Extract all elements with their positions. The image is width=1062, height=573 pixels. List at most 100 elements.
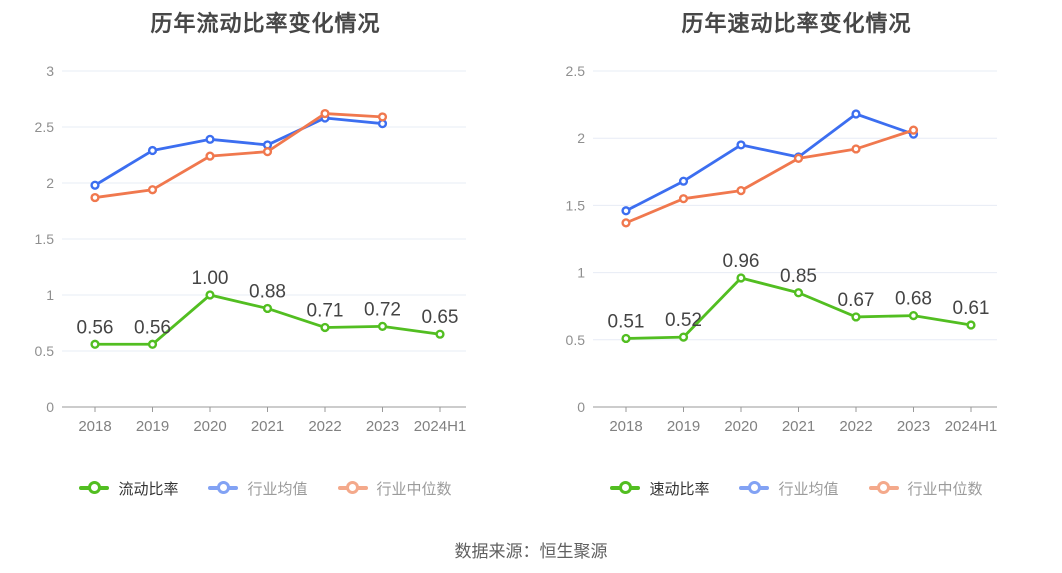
x-axis-tick-label: 2020 xyxy=(193,418,226,435)
value-label: 1.00 xyxy=(192,268,229,289)
legend-line-marker-icon xyxy=(610,481,641,495)
value-label: 0.68 xyxy=(895,289,932,310)
data-point[interactable] xyxy=(678,332,689,342)
value-label: 0.72 xyxy=(364,299,401,320)
legend-label: 行业中位数 xyxy=(907,480,983,498)
y-axis-tick-label: 1 xyxy=(46,287,54,303)
data-point[interactable] xyxy=(678,176,689,186)
value-label: 0.52 xyxy=(665,310,702,331)
y-axis-tick-label: 1 xyxy=(577,265,585,281)
data-point[interactable] xyxy=(262,147,273,157)
data-point[interactable] xyxy=(147,339,158,349)
y-axis-tick-label: 1.5 xyxy=(566,197,586,213)
data-point[interactable] xyxy=(90,192,100,203)
series-line xyxy=(93,116,384,187)
x-axis-tick-label: 2022 xyxy=(308,418,341,435)
legend-item[interactable]: 行业中位数 xyxy=(868,478,983,499)
data-point[interactable] xyxy=(147,185,158,195)
legend-label: 速动比率 xyxy=(649,480,710,498)
x-axis-tick-label: 2023 xyxy=(366,418,399,435)
value-label: 0.85 xyxy=(780,266,817,287)
value-label: 0.88 xyxy=(249,281,286,302)
data-point[interactable] xyxy=(851,312,861,322)
y-axis-tick-label: 2 xyxy=(577,130,585,146)
legend-line-marker-icon xyxy=(337,481,368,495)
value-label: 0.61 xyxy=(953,298,990,319)
y-axis-tick-label: 0 xyxy=(46,399,54,415)
value-label: 0.56 xyxy=(77,317,114,338)
current-ratio-chart-canvas: 0 0.5 1 1.5 2 2.5 3 2018 2019 2020 2021 2022 2023 202… xyxy=(35,63,467,435)
x-axis-tick-label: 2021 xyxy=(782,418,815,435)
legend-item[interactable]: 行业中位数 xyxy=(337,478,452,499)
legend-label: 行业均值 xyxy=(778,480,839,498)
y-axis-tick-label: 0.5 xyxy=(35,343,55,359)
value-label: 0.96 xyxy=(723,251,760,272)
data-point[interactable] xyxy=(736,186,746,196)
value-label: 0.67 xyxy=(838,290,875,311)
legend-line-marker-icon xyxy=(79,481,110,495)
series-line xyxy=(624,112,915,213)
data-point[interactable] xyxy=(793,288,804,298)
data-point[interactable] xyxy=(621,333,631,344)
legend-item[interactable]: 行业均值 xyxy=(208,478,308,499)
data-point[interactable] xyxy=(262,303,273,314)
data-point[interactable] xyxy=(435,329,445,339)
legend-line-marker-icon xyxy=(739,481,770,495)
legend-label: 流动比率 xyxy=(118,480,179,498)
data-point[interactable] xyxy=(678,194,689,204)
x-axis-tick-label: 2019 xyxy=(667,418,700,435)
y-axis-tick-label: 1.5 xyxy=(35,231,55,247)
data-point[interactable] xyxy=(851,144,861,154)
chart-card-quick-ratio: 历年速动比率变化情况 0 0.5 1 1.5 2 2.5 2018 2019 2020 2021 2… xyxy=(531,0,1062,520)
legend-item[interactable]: 行业均值 xyxy=(739,478,839,499)
data-point[interactable] xyxy=(621,218,631,228)
data-point[interactable] xyxy=(147,145,158,156)
data-point[interactable] xyxy=(377,112,388,122)
y-axis-tick-label: 0 xyxy=(577,399,585,415)
value-label: 0.71 xyxy=(307,300,344,321)
data-point[interactable] xyxy=(320,322,330,333)
series-line xyxy=(624,128,915,225)
x-axis-tick-label: 2024H1 xyxy=(945,418,998,435)
data-point[interactable] xyxy=(851,109,861,119)
chart-title: 历年速动比率变化情况 xyxy=(681,11,912,36)
data-point[interactable] xyxy=(205,134,215,144)
data-point[interactable] xyxy=(908,125,919,135)
data-point[interactable] xyxy=(736,273,746,283)
legend-line-marker-icon xyxy=(208,481,239,495)
data-point[interactable] xyxy=(736,140,746,150)
data-source-note: 数据来源：恒生聚源 xyxy=(454,542,608,561)
data-point[interactable] xyxy=(908,311,919,321)
x-axis-tick-label: 2023 xyxy=(897,418,930,435)
y-axis-tick-label: 2 xyxy=(46,175,54,191)
x-axis-tick-label: 2018 xyxy=(78,418,111,435)
legend: 流动比率 行业均值 行业中位数 xyxy=(0,473,531,503)
data-point[interactable] xyxy=(377,321,388,331)
y-axis-tick-label: 2.5 xyxy=(35,119,55,135)
value-label: 0.65 xyxy=(422,307,459,328)
data-point[interactable] xyxy=(205,290,215,300)
x-axis-tick-label: 2022 xyxy=(839,418,872,435)
x-axis-tick-label: 2020 xyxy=(724,418,757,435)
legend-label: 行业均值 xyxy=(247,480,308,498)
chart-card-current-ratio: 历年流动比率变化情况 0 0.5 1 1.5 2 2.5 3 2018 2019 2020 2021… xyxy=(0,0,531,520)
series-line xyxy=(93,112,384,199)
data-point[interactable] xyxy=(621,206,631,216)
data-point[interactable] xyxy=(205,151,215,161)
x-axis-tick-label: 2024H1 xyxy=(414,418,467,435)
value-label: 0.56 xyxy=(134,317,171,338)
data-point[interactable] xyxy=(90,339,100,349)
data-point[interactable] xyxy=(320,108,330,119)
data-point[interactable] xyxy=(966,320,976,330)
legend-label: 行业中位数 xyxy=(376,480,452,498)
data-point[interactable] xyxy=(90,180,100,190)
y-axis-tick-label: 0.5 xyxy=(566,332,586,348)
legend-item[interactable]: 速动比率 xyxy=(610,478,709,499)
legend: 速动比率 行业均值 行业中位数 xyxy=(531,473,1062,503)
legend-item[interactable]: 流动比率 xyxy=(79,478,178,499)
y-axis-tick-label: 3 xyxy=(46,63,54,79)
x-axis-tick-label: 2019 xyxy=(136,418,169,435)
data-point[interactable] xyxy=(793,153,804,163)
y-axis-tick-label: 2.5 xyxy=(566,63,586,79)
